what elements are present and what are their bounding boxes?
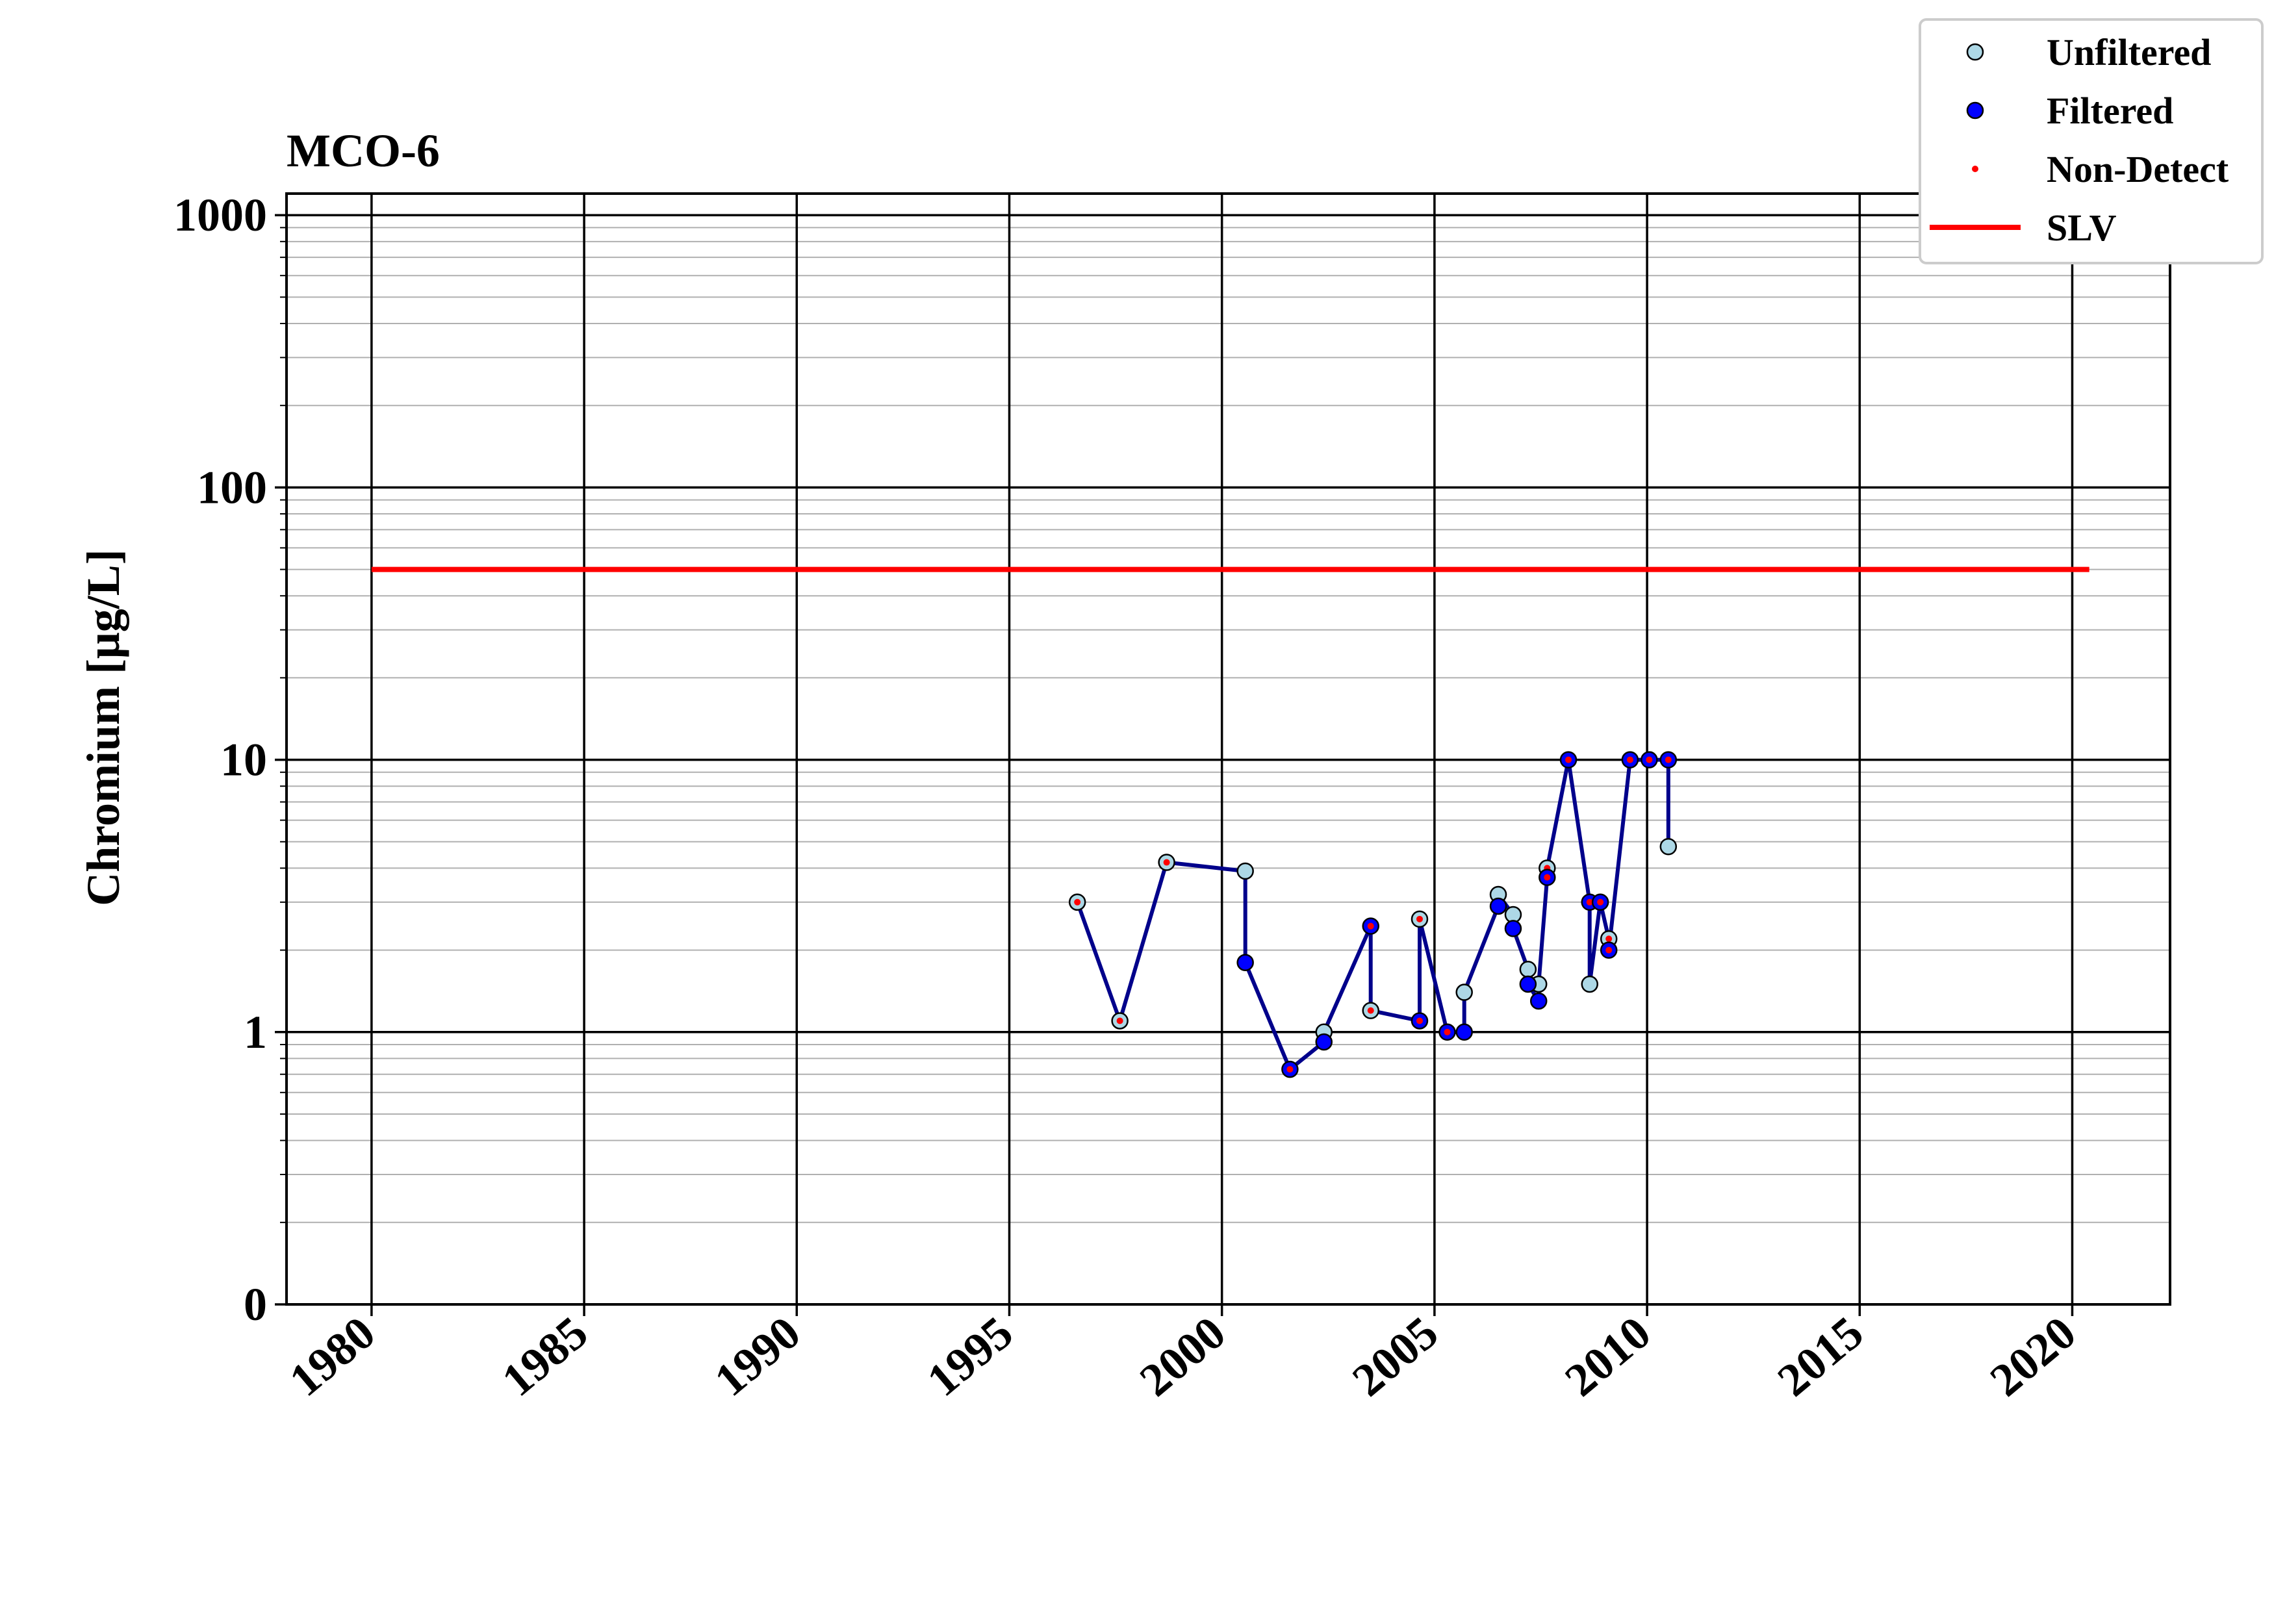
plot-frame — [285, 192, 2171, 1306]
y-axis-label: Chromium [μg/L] — [77, 549, 129, 906]
non-detect-marker — [1416, 915, 1423, 922]
legend: Unfiltered Filtered Non-Detect SLV — [1919, 18, 2264, 264]
filtered-marker — [1529, 992, 1548, 1010]
filtered-marker — [1455, 1023, 1473, 1041]
y-tick-label: 0 — [244, 1278, 267, 1330]
y-tick-label: 1 — [244, 1006, 267, 1058]
marker-layer — [1068, 751, 1678, 1078]
legend-filtered-label: Filtered — [2047, 90, 2173, 132]
non-detect-marker — [1605, 935, 1613, 943]
filtered-marker — [1519, 975, 1537, 993]
filtered-marker — [1489, 897, 1507, 915]
non-detect-marker — [1597, 898, 1604, 906]
non-detect-marker — [1665, 756, 1672, 763]
non-detect-marker — [1367, 1007, 1374, 1014]
y-tick-label: 10 — [220, 734, 267, 786]
unfiltered-marker — [1659, 837, 1678, 856]
legend-non-detect-marker — [1972, 166, 1978, 172]
legend-slv-label: SLV — [2047, 207, 2117, 249]
y-tick-label: 100 — [197, 461, 267, 513]
non-detect-marker — [1565, 756, 1572, 763]
non-detect-marker — [1116, 1017, 1123, 1024]
non-detect-marker — [1544, 874, 1551, 881]
unfiltered-marker — [1455, 983, 1473, 1001]
legend-unfiltered-marker — [1966, 43, 1984, 61]
unfiltered-marker — [1236, 862, 1254, 880]
legend-filtered-marker — [1966, 101, 1984, 120]
filtered-marker — [1315, 1033, 1333, 1051]
non-detect-marker — [1286, 1066, 1294, 1073]
filtered-marker — [1504, 920, 1522, 937]
non-detect-marker — [1416, 1017, 1423, 1024]
y-tick-label: 1000 — [173, 189, 267, 241]
legend-non-detect-label: Non-Detect — [2047, 148, 2229, 190]
legend-box — [1919, 18, 2264, 264]
non-detect-marker — [1444, 1028, 1451, 1035]
unfiltered-marker — [1581, 975, 1598, 993]
non-detect-marker — [1163, 859, 1170, 866]
non-detect-marker — [1605, 946, 1613, 954]
non-detect-marker — [1626, 756, 1633, 763]
non-detect-marker — [1586, 898, 1593, 906]
non-detect-marker — [1367, 922, 1374, 930]
non-detect-marker — [1646, 756, 1653, 763]
filtered-marker — [1236, 954, 1254, 972]
chart-title: MCO-6 — [287, 125, 440, 177]
unfiltered-marker — [1519, 960, 1537, 978]
non-detect-marker — [1074, 898, 1081, 906]
legend-unfiltered-label: Unfiltered — [2047, 31, 2211, 73]
